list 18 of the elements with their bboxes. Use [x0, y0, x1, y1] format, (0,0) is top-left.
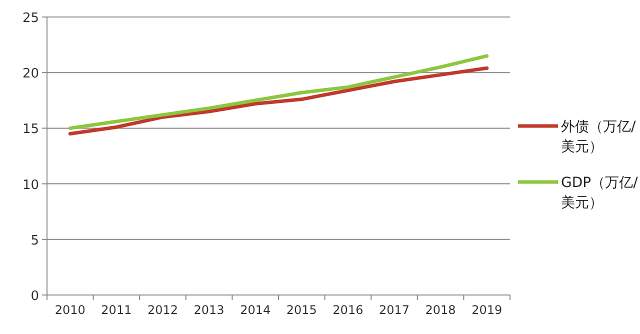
y-tick-label: 10 [22, 178, 39, 193]
x-tick-label: 2019 [472, 303, 502, 317]
y-tick-label: 5 [30, 233, 39, 248]
x-tick-label: 2012 [147, 303, 178, 317]
x-tick-label: 2018 [425, 303, 456, 317]
y-tick-label: 15 [22, 122, 39, 138]
y-tick-label: 0 [30, 289, 39, 304]
x-tick-label: 2015 [286, 303, 317, 317]
legend-label: GDP（万亿/美元） [561, 175, 638, 211]
x-tick-label: 2014 [240, 303, 271, 317]
x-tick-label: 2017 [378, 303, 410, 317]
x-tick-label: 2011 [101, 303, 132, 317]
y-tick-label: 20 [22, 66, 39, 82]
x-tick-label: 2016 [332, 303, 364, 317]
x-tick-label: 2010 [54, 303, 86, 317]
y-tick-label: 25 [22, 11, 39, 26]
legend-label: 外债（万亿/美元） [561, 119, 636, 155]
x-tick-label: 2013 [194, 303, 224, 317]
